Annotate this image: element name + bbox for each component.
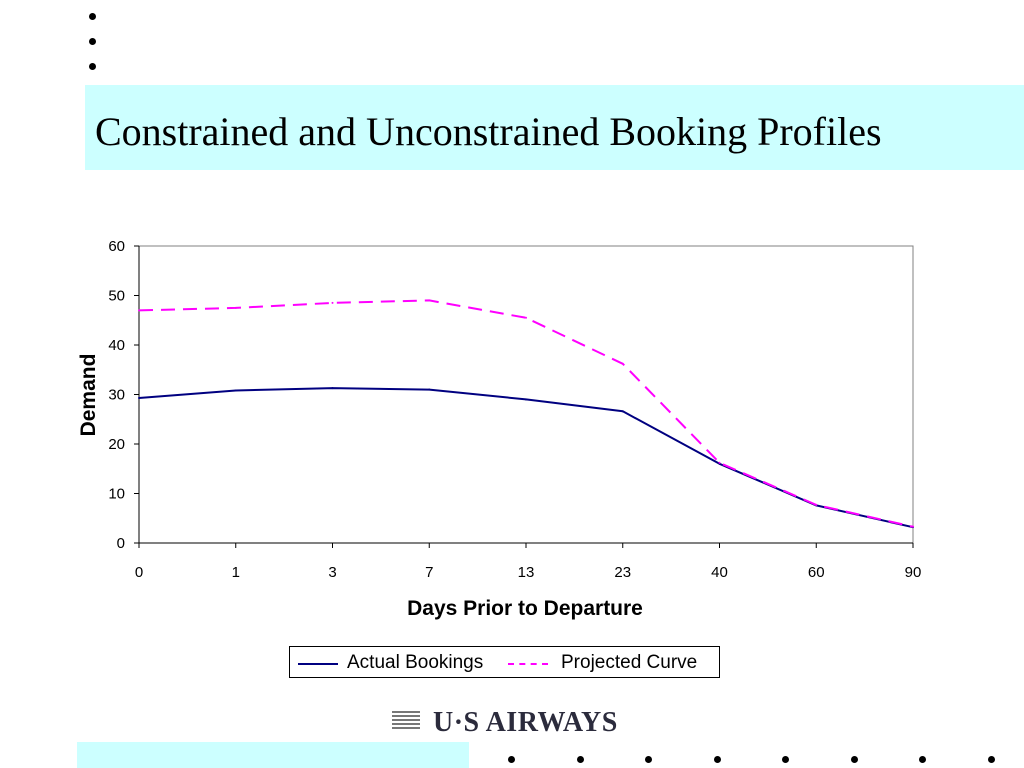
x-tick-label: 13 — [518, 564, 535, 581]
footer-dot — [508, 756, 515, 763]
x-tick-label: 7 — [425, 564, 433, 581]
data-point-projected-curve — [234, 306, 237, 309]
legend-swatch-actual-bookings — [298, 663, 338, 665]
y-tick-label: 20 — [108, 436, 125, 453]
series-line-projected-curve — [138, 299, 914, 528]
data-point-actual-bookings — [138, 396, 140, 399]
data-point-actual-bookings — [621, 410, 624, 413]
bullet-dot — [89, 63, 96, 70]
footer-dot — [919, 756, 926, 763]
y-tick-label: 10 — [108, 486, 125, 503]
x-tick-label: 40 — [711, 564, 728, 581]
data-point-actual-bookings — [428, 388, 431, 391]
slide-title: Constrained and Unconstrained Booking Pr… — [95, 109, 882, 154]
data-point-projected-curve — [138, 309, 140, 312]
x-tick-label: 1 — [232, 564, 240, 581]
footer-dot — [714, 756, 721, 763]
footer-band — [77, 742, 469, 768]
footer-dot — [645, 756, 652, 763]
y-tick-label: 60 — [108, 238, 125, 255]
legend-swatch-projected-curve — [508, 663, 548, 665]
x-tick-label: 23 — [614, 564, 631, 581]
data-point-projected-curve — [428, 299, 431, 302]
data-point-actual-bookings — [525, 398, 527, 401]
title-band — [85, 85, 1024, 170]
bullet-dot — [89, 13, 96, 20]
data-point-actual-bookings — [234, 389, 237, 392]
legend-label-actual-bookings: Actual Bookings — [347, 652, 484, 673]
data-point-projected-curve — [912, 525, 914, 528]
data-point-projected-curve — [525, 316, 527, 319]
footer-dot — [988, 756, 995, 763]
chart-legend: Actual Bookings Projected Curve — [289, 646, 720, 678]
plot-area — [138, 245, 914, 544]
series-line-actual-bookings — [138, 387, 914, 529]
x-tick-label: 90 — [905, 564, 922, 581]
flag-icon — [392, 711, 420, 731]
y-tick-label: 0 — [117, 535, 125, 552]
data-point-projected-curve — [331, 301, 334, 304]
data-point-actual-bookings — [331, 387, 334, 390]
y-axis-title: Demand — [77, 354, 100, 437]
data-point-projected-curve — [815, 503, 818, 506]
data-point-projected-curve — [718, 461, 721, 464]
legend-label-projected-curve: Projected Curve — [561, 652, 698, 673]
y-tick-label: 40 — [108, 337, 125, 354]
x-tick-label: 0 — [135, 564, 143, 581]
footer-dot — [851, 756, 858, 763]
footer-dot — [577, 756, 584, 763]
data-point-projected-curve — [621, 362, 624, 365]
x-axis-title: Days Prior to Departure — [407, 597, 643, 620]
y-tick-label: 50 — [108, 288, 125, 305]
footer-dot — [782, 756, 789, 763]
x-tick-label: 3 — [328, 564, 336, 581]
y-tick-label: 30 — [108, 387, 125, 404]
bullet-dot — [89, 38, 96, 45]
logo-text: U·S AIRWAYS — [433, 707, 618, 738]
x-tick-label: 60 — [808, 564, 825, 581]
